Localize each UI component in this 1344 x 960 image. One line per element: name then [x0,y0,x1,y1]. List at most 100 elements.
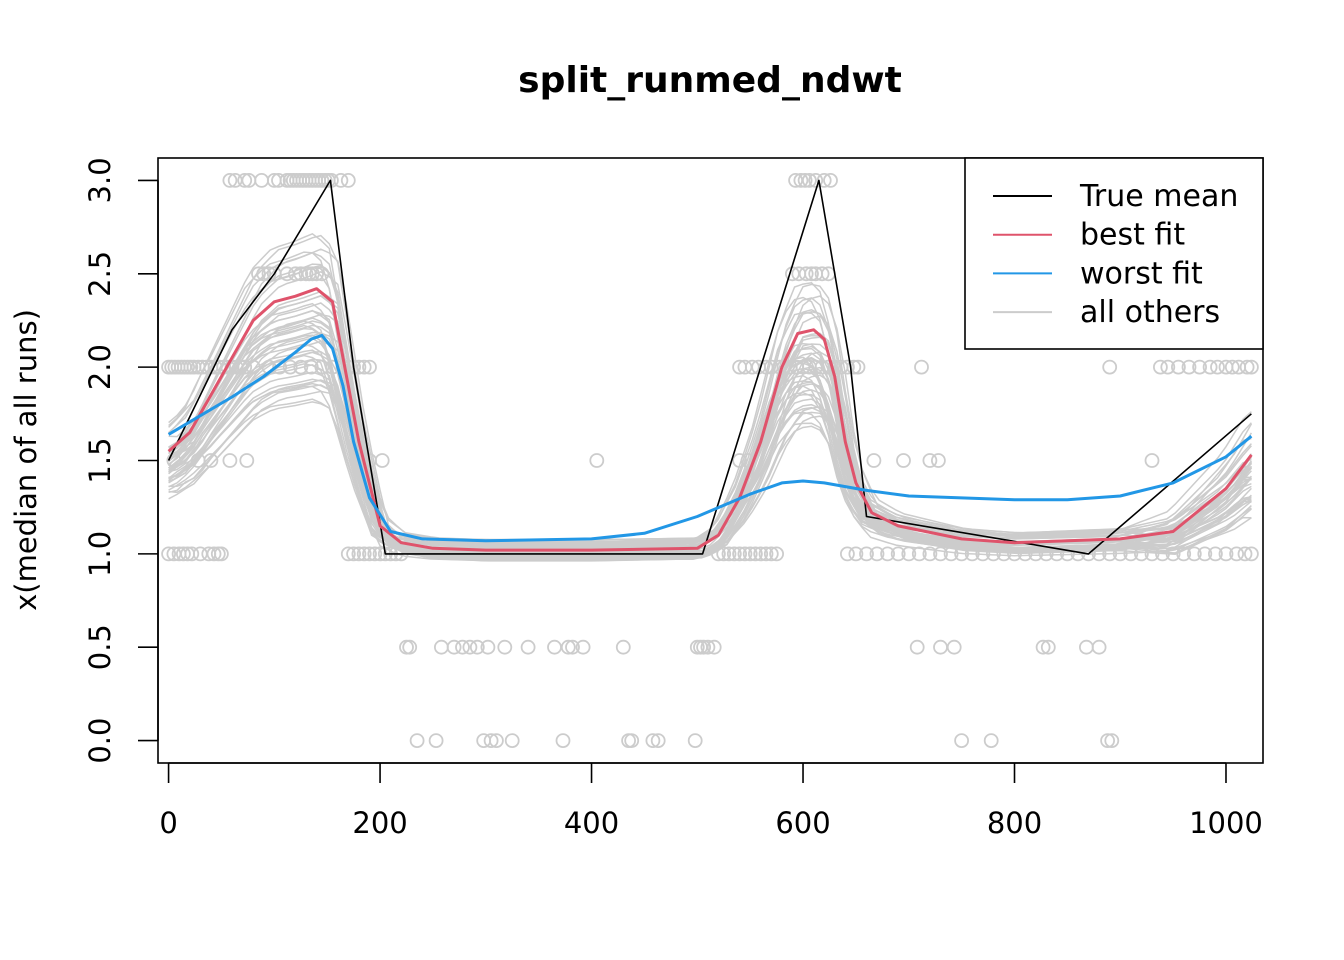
observation-point [213,546,229,562]
observation-point [1123,546,1139,562]
observation-point [1144,546,1160,562]
observation-point [1102,546,1118,562]
observation-point [222,172,238,188]
observation-point [293,266,309,282]
observation-point [446,639,462,655]
observation-point [303,359,319,375]
y-axis: 0.0 0.5 1.0 1.5 2.0 2.5 3.0 [83,157,159,764]
y-tick-label: 2.0 [83,344,117,390]
legend-label-best-fit: best fit [1080,218,1185,253]
observation-point [909,639,925,655]
observation-point [589,453,605,468]
observation-point [161,546,177,562]
observation-point [314,266,330,282]
observation-point [1192,359,1207,375]
y-axis-title: x(median of all runs) [9,309,43,611]
observation-point [693,639,708,655]
observation-point [362,546,377,562]
observation-point [374,453,390,468]
observation-point [1100,733,1115,748]
observation-point [1160,359,1176,375]
observation-point [1035,639,1051,655]
observation-point [983,733,999,748]
observation-point [696,639,711,655]
observation-point [1239,359,1255,375]
legend-label-true-mean: True mean [1079,179,1238,214]
observation-point [621,733,636,748]
y-tick-label: 3.0 [83,157,117,203]
observation-point [351,359,367,375]
observation-point [866,453,882,468]
observation-point [986,546,1001,562]
observation-point [615,639,631,655]
observation-point [340,359,356,375]
observation-point [1229,546,1244,562]
observation-point [222,453,238,468]
best-fit-line [167,287,1253,552]
observation-point [237,172,253,188]
observation-point [433,639,449,655]
observation-point [797,172,813,188]
observation-point [304,266,320,282]
observation-point [931,453,946,468]
observation-point [237,359,253,375]
observation-point [1102,359,1118,375]
observation-point [340,172,356,188]
observation-point [687,733,703,748]
observation-point [1244,359,1259,375]
observation-point [356,546,372,562]
other-fit-line [168,398,1252,549]
observation-point [166,453,182,468]
legend-label-all-others: all others [1080,295,1220,330]
observation-point [975,546,991,562]
observation-point [555,733,571,748]
observation-point [933,546,948,562]
observation-point [356,359,372,375]
observation-point [922,546,938,562]
observation-point [880,546,895,562]
observation-point [748,546,763,562]
observation-point [726,546,742,562]
worst-fit-line [167,333,1253,543]
observation-point [245,359,261,375]
observation-point [814,266,830,282]
y-tick-label: 1.5 [83,437,117,483]
observation-point [763,546,779,562]
fit-series [167,179,1253,555]
observation-point [314,359,330,375]
observation-point [565,639,580,655]
observation-point [901,546,917,562]
observation-point [271,172,286,188]
observation-point [1040,639,1056,655]
observation-point [848,546,864,562]
observation-point [175,546,191,562]
x-tick-label: 200 [352,806,407,840]
legend-label-worst-fit: worst fit [1080,256,1203,291]
observation-point [823,172,838,188]
observation-point [1007,546,1022,562]
observation-point [409,733,425,748]
observation-point [769,546,784,562]
observation-point [954,546,969,562]
observation-point [1171,359,1186,375]
observation-point [228,359,244,375]
observation-point [256,266,272,282]
observation-point [700,639,716,655]
observation-point [732,546,747,562]
observation-point [721,546,737,562]
observation-point [239,453,255,468]
observation-point [1060,546,1075,562]
observation-point [737,546,753,562]
legend-box [964,157,1264,350]
observation-point [462,639,478,655]
y-tick-label: 2.5 [83,251,117,297]
observation-point [480,639,496,655]
y-tick-label: 1.0 [83,531,117,577]
other-fit-line [168,320,1252,556]
observation-point [896,453,911,468]
observation-point [1208,546,1223,562]
observation-point [203,453,219,468]
x-tick-label: 400 [564,806,619,840]
observation-point [1176,546,1192,562]
observation-point [560,639,576,655]
